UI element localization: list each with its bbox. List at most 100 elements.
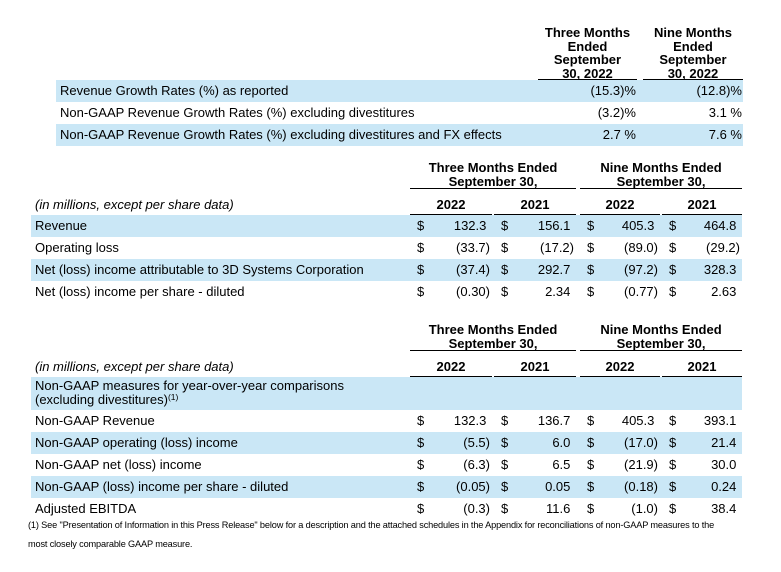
money-cell: $156.1 xyxy=(494,215,576,237)
section-label-text: Non-GAAP measures for year-over-year com… xyxy=(35,378,344,407)
money-cell: $132.3 xyxy=(410,410,492,432)
cell-value: 11.6 xyxy=(546,501,574,516)
cell-value: 464.8 xyxy=(703,218,740,233)
cell-value: 30.0 xyxy=(711,457,740,472)
currency-symbol: $ xyxy=(501,218,509,233)
value-nine-months: 7.6 % xyxy=(708,127,742,142)
value-three-months: (3.2)% xyxy=(597,105,636,120)
money-cell: $38.4 xyxy=(662,498,742,520)
currency-symbol: $ xyxy=(417,218,425,233)
currency-symbol: $ xyxy=(417,457,425,472)
group-header-row: Three Months Ended September 30, Nine Mo… xyxy=(31,160,742,189)
cell-value: 2.63 xyxy=(711,284,740,299)
currency-symbol: $ xyxy=(417,262,425,277)
row-label: Non-GAAP net (loss) income xyxy=(35,457,202,472)
cell-value: 6.5 xyxy=(552,457,574,472)
year-header-row: (in millions, except per share data) 202… xyxy=(31,350,742,377)
currency-symbol: $ xyxy=(587,501,595,516)
row-label: Non-GAAP (loss) income per share - dilut… xyxy=(35,479,289,494)
row-label: Net (loss) income attributable to 3D Sys… xyxy=(35,262,364,277)
table-row: Non-GAAP operating (loss) income $ (5.5) … xyxy=(31,432,742,454)
header-spacer xyxy=(56,23,538,80)
currency-symbol: $ xyxy=(501,413,509,428)
year-header: 2022 xyxy=(410,188,492,215)
cell-value: (17.2) xyxy=(540,240,574,255)
row-label: Revenue Growth Rates (%) as reported xyxy=(60,83,289,98)
year-header: 2022 xyxy=(410,350,492,377)
money-cell: $464.8 xyxy=(662,215,742,237)
year-header: 2021 xyxy=(662,188,742,215)
money-cell: $393.1 xyxy=(662,410,742,432)
money-cell: $ (37.4) xyxy=(410,259,492,281)
currency-symbol: $ xyxy=(417,240,425,255)
currency-symbol: $ xyxy=(669,413,677,428)
money-cell: $ (0.18) xyxy=(580,476,660,498)
cell-value: (1.0) xyxy=(631,501,658,516)
currency-symbol: $ xyxy=(669,457,677,472)
value-nine-months: (12.8)% xyxy=(696,83,742,98)
cell-value: (0.77) xyxy=(624,284,658,299)
row-label: Non-GAAP Revenue Growth Rates (%) exclud… xyxy=(60,127,502,142)
units-note: (in millions, except per share data) xyxy=(35,359,234,374)
table-row: Net (loss) income per share - diluted $ (… xyxy=(31,281,742,303)
group-header-nine-months: Nine Months Ended September 30, xyxy=(580,160,742,189)
row-label: Net (loss) income per share - diluted xyxy=(35,284,245,299)
currency-symbol: $ xyxy=(501,435,509,450)
cell-value: (0.3) xyxy=(463,501,490,516)
row-label: Non-GAAP operating (loss) income xyxy=(35,435,238,450)
currency-symbol: $ xyxy=(587,435,595,450)
currency-symbol: $ xyxy=(587,240,595,255)
value-nine-months: 3.1 % xyxy=(708,105,742,120)
table-row: Non-GAAP Revenue $132.3 $136.7 $405.3 $3… xyxy=(31,410,742,432)
currency-symbol: $ xyxy=(587,413,595,428)
cell-value: (89.0) xyxy=(624,240,658,255)
money-cell: $292.7 xyxy=(494,259,576,281)
money-cell: $ (33.7) xyxy=(410,237,492,259)
currency-symbol: $ xyxy=(417,435,425,450)
currency-symbol: $ xyxy=(669,262,677,277)
currency-symbol: $ xyxy=(587,218,595,233)
cell-value: 2.34 xyxy=(545,284,574,299)
year-header: 2021 xyxy=(494,188,576,215)
currency-symbol: $ xyxy=(587,262,595,277)
row-label: Non-GAAP Revenue xyxy=(35,413,155,428)
non-gaap-results-table: Three Months Ended September 30, Nine Mo… xyxy=(31,322,742,520)
money-cell: $ (0.3) xyxy=(410,498,492,520)
cell-value: (17.0) xyxy=(624,435,658,450)
money-cell: $ (6.3) xyxy=(410,454,492,476)
money-cell: $2.34 xyxy=(494,281,576,303)
section-header-row: Non-GAAP measures for year-over-year com… xyxy=(31,377,742,410)
cell-value: 6.0 xyxy=(552,435,574,450)
money-cell: $21.4 xyxy=(662,432,742,454)
cell-value: 156.1 xyxy=(537,218,574,233)
money-cell: $ (29.2) xyxy=(662,237,742,259)
cell-value: (97.2) xyxy=(624,262,658,277)
currency-symbol: $ xyxy=(417,479,425,494)
money-cell: $6.5 xyxy=(494,454,576,476)
revenue-growth-rates-table: Three Months Ended September 30, 2022 Ni… xyxy=(56,23,743,146)
year-header-row: (in millions, except per share data) 202… xyxy=(31,188,742,215)
currency-symbol: $ xyxy=(501,240,509,255)
cell-value: (37.4) xyxy=(456,262,490,277)
year-header: 2021 xyxy=(494,350,576,377)
money-cell: $ (0.05) xyxy=(410,476,492,498)
money-cell: $ (97.2) xyxy=(580,259,660,281)
cell-value: 328.3 xyxy=(703,262,740,277)
cell-value: (21.9) xyxy=(624,457,658,472)
group-header-nine-months: Nine Months Ended September 30, xyxy=(580,322,742,351)
table-row: Non-GAAP Revenue Growth Rates (%) exclud… xyxy=(56,124,743,146)
currency-symbol: $ xyxy=(501,284,509,299)
currency-symbol: $ xyxy=(669,240,677,255)
cell-value: 21.4 xyxy=(711,435,740,450)
money-cell: $ (0.30) xyxy=(410,281,492,303)
currency-symbol: $ xyxy=(669,284,677,299)
cell-value: (0.18) xyxy=(624,479,658,494)
table-row: Net (loss) income attributable to 3D Sys… xyxy=(31,259,742,281)
money-cell: $136.7 xyxy=(494,410,576,432)
money-cell: $ (5.5) xyxy=(410,432,492,454)
row-label: Operating loss xyxy=(35,240,119,255)
section-label: Non-GAAP measures for year-over-year com… xyxy=(31,377,742,410)
row-label: Revenue xyxy=(35,218,88,233)
gaap-results-table: Three Months Ended September 30, Nine Mo… xyxy=(31,160,742,303)
